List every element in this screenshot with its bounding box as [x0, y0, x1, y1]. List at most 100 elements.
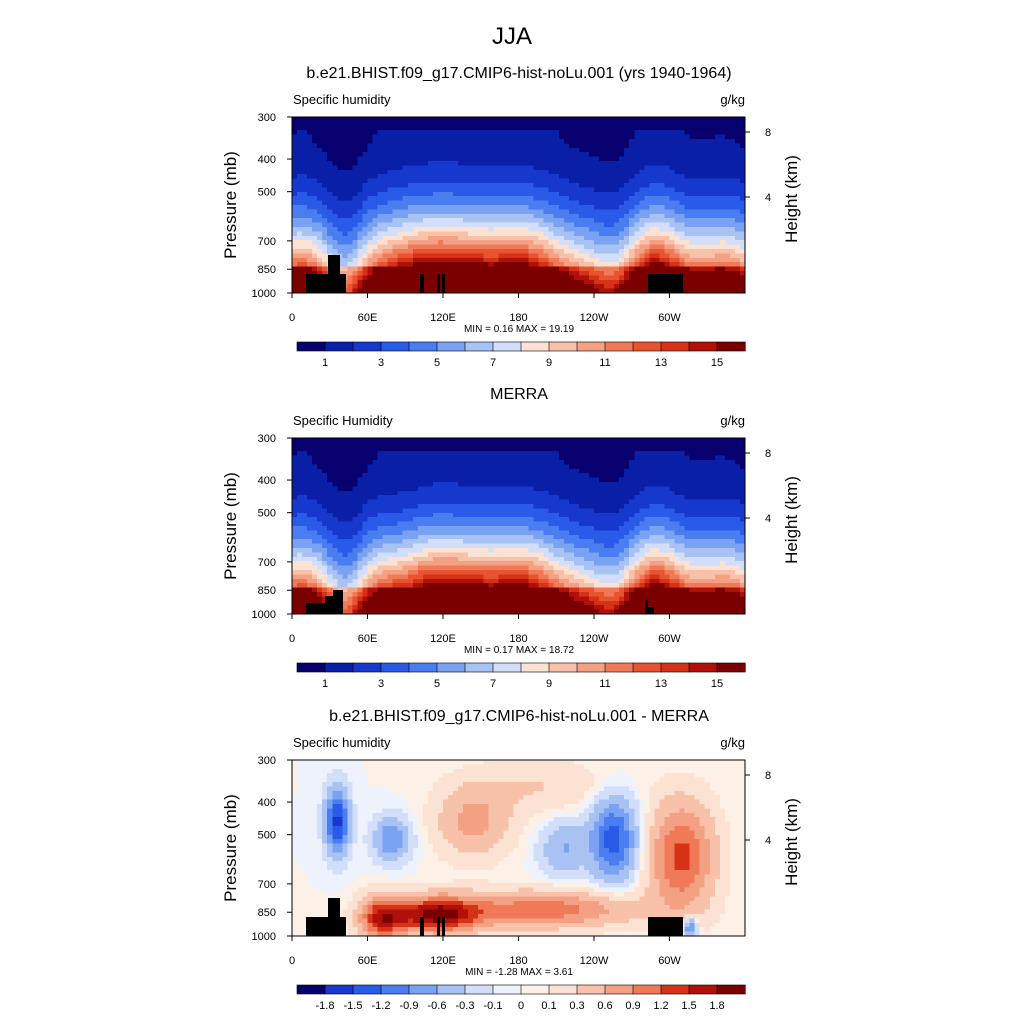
field-cell [417, 196, 424, 201]
field-cell [619, 213, 625, 219]
field-cell [352, 605, 358, 610]
field-cell [427, 169, 434, 175]
field-cell [594, 191, 600, 197]
field-cell [317, 143, 323, 149]
field-cell [427, 605, 434, 610]
field-cell [493, 191, 499, 197]
field-cell [739, 205, 746, 210]
field-cell [443, 596, 449, 602]
field-cell [307, 266, 313, 272]
field-cell [402, 499, 409, 505]
field-cell [292, 574, 298, 580]
field-cell [372, 174, 378, 179]
field-cell [719, 231, 726, 237]
field-cell [558, 244, 565, 250]
field-cell [528, 161, 534, 166]
field-cell [458, 288, 464, 294]
field-cell [664, 178, 670, 184]
field-cell [619, 271, 625, 276]
field-cell [367, 213, 373, 219]
field-cell [392, 165, 399, 171]
field-cell [463, 266, 469, 272]
field-cell [478, 284, 484, 289]
field-cell [387, 526, 394, 531]
field-cell [372, 583, 378, 588]
field-cell [714, 218, 721, 223]
field-cell [292, 609, 298, 615]
field-cell [382, 526, 389, 531]
field-cell [453, 200, 459, 206]
field-cell [367, 218, 373, 223]
field-cell [367, 139, 373, 144]
field-cell [609, 152, 615, 157]
field-cell [317, 592, 323, 597]
field-cell [644, 222, 650, 228]
field-cell [417, 464, 424, 470]
field-cell [699, 165, 706, 171]
field-cell [402, 279, 409, 285]
field-cell [437, 473, 444, 478]
field-cell [644, 121, 650, 127]
field-cell [558, 187, 565, 193]
field-cell [724, 200, 731, 206]
field-cell [619, 165, 625, 171]
field-cell [412, 222, 419, 228]
field-cell [533, 165, 540, 171]
field-cell [302, 495, 308, 500]
field-cell [724, 117, 731, 122]
field-cell [568, 117, 575, 122]
field-cell [337, 147, 343, 153]
field-cell [518, 178, 524, 184]
field-cell [619, 222, 625, 228]
field-cell [332, 165, 338, 171]
field-cell [352, 446, 358, 452]
field-cell [674, 143, 680, 149]
field-cell [508, 134, 514, 140]
field-cell [563, 244, 570, 250]
field-cell [659, 213, 665, 219]
field-cell [649, 257, 655, 263]
field-cell [689, 161, 696, 166]
field-cell [443, 552, 449, 558]
field-cell [518, 227, 524, 232]
field-cell [734, 235, 741, 241]
field-cell [599, 147, 605, 153]
field-cell [362, 543, 368, 549]
field-cell [377, 152, 383, 157]
field-cell [629, 213, 635, 219]
field-cell [362, 161, 368, 166]
field-cell [468, 205, 474, 210]
field-cell [719, 240, 726, 245]
colorbar-label: 15 [711, 357, 723, 369]
field-cell [352, 209, 358, 215]
field-cell [644, 284, 650, 289]
field-cell [609, 178, 615, 184]
field-cell [382, 460, 389, 465]
field-cell [719, 244, 726, 250]
field-cell [588, 174, 595, 179]
field-cell [639, 279, 645, 285]
field-cell [458, 249, 464, 254]
field-cell [437, 565, 444, 571]
field-cell [719, 152, 726, 157]
field-cell [518, 271, 524, 276]
field-cell [679, 165, 685, 171]
field-cell [302, 275, 308, 281]
field-cell [407, 464, 414, 470]
field-cell [367, 477, 373, 483]
field-cell [448, 534, 454, 540]
field-cell [347, 244, 353, 250]
field-cell [292, 152, 298, 157]
field-cell [362, 235, 368, 241]
field-cell [387, 508, 394, 514]
field-cell [709, 240, 716, 245]
field-cell [352, 191, 358, 197]
field-cell [664, 134, 670, 140]
field-cell [397, 139, 404, 144]
field-cell [714, 227, 721, 232]
field-cell [352, 235, 358, 241]
field-cell [382, 473, 389, 478]
field-cell [327, 200, 333, 206]
field-cell [649, 249, 655, 254]
field [292, 117, 746, 294]
